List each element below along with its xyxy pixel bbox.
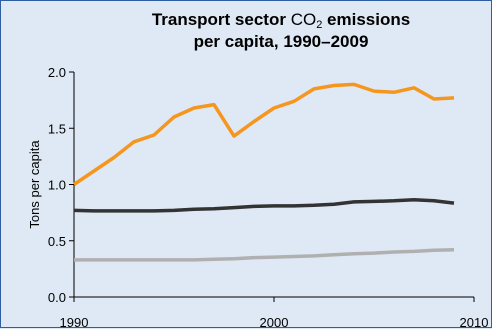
x-tick-label-2: 2010	[460, 315, 489, 329]
y-tick-label-0: 0.0	[48, 290, 66, 305]
series-line-2	[73, 197, 455, 213]
y-axis-title: Tons per capita	[27, 140, 42, 229]
chart-title-line-1: Transport sector CO2 emissions	[151, 10, 411, 31]
series-line-1	[73, 82, 455, 186]
x-tick-label-0: 1990	[60, 315, 89, 329]
y-tick-label-1: 0.5	[48, 234, 66, 249]
y-tick-label-3: 1.5	[48, 121, 66, 136]
x-tick-label-1: 2000	[260, 315, 289, 329]
y-tick-label-4: 2.0	[48, 65, 66, 80]
y-tick-label-2: 1.0	[48, 178, 66, 193]
series-line-3	[74, 248, 455, 262]
chart-title-line-2: per capita, 1990–2009	[193, 32, 369, 51]
